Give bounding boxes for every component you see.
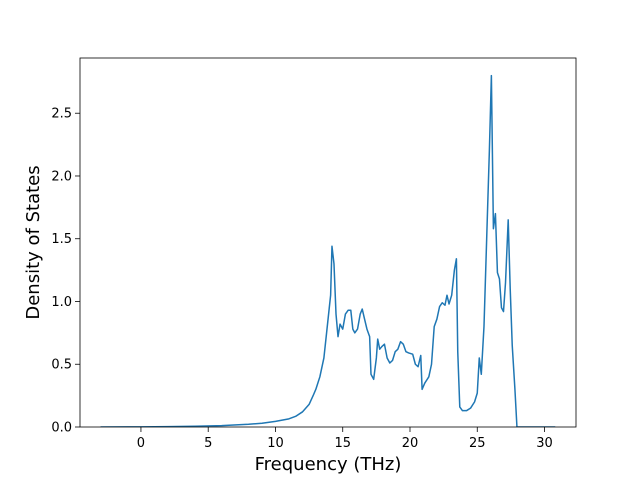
x-tick-label: 25: [469, 436, 486, 451]
y-axis-label: Density of States: [23, 165, 44, 319]
x-tick-label: 10: [267, 436, 284, 451]
y-tick-label: 0.5: [51, 358, 72, 373]
x-tick-label: 20: [402, 436, 419, 451]
y-tick-label: 2.5: [51, 107, 72, 122]
x-tick-label: 30: [536, 436, 553, 451]
line: [100, 74, 556, 427]
y-tick-label: 0.0: [51, 421, 72, 436]
x-axis-label: Frequency (THz): [255, 454, 402, 475]
x-tick-label: 5: [204, 436, 212, 451]
x-tick-label: 15: [334, 436, 351, 451]
x-tick-label: 0: [137, 436, 145, 451]
y-tick-label: 2.0: [51, 169, 72, 184]
y-tick-label: 1.5: [51, 232, 72, 247]
plot-frame: [79, 57, 577, 428]
y-tick-label: 1.0: [51, 295, 72, 310]
